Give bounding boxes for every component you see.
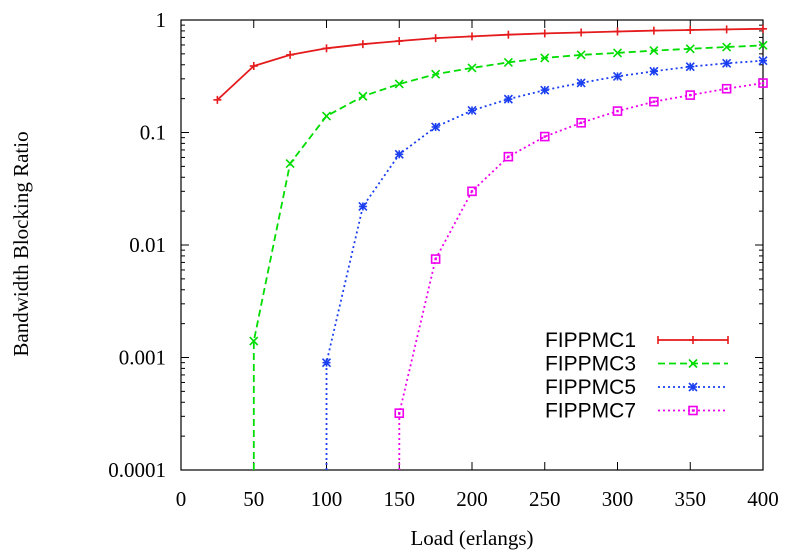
legend-item: FIPPMC5 — [545, 376, 728, 399]
data-point — [249, 336, 259, 346]
data-point — [686, 25, 695, 34]
data-point — [577, 28, 586, 37]
x-tick-label: 50 — [243, 487, 264, 511]
x-tick-label: 250 — [529, 487, 561, 511]
data-point — [612, 48, 623, 58]
data-point — [213, 95, 222, 104]
data-point — [540, 29, 549, 38]
legend-label: FIPPMC1 — [545, 329, 636, 352]
legend-label: FIPPMC3 — [545, 353, 636, 376]
data-point — [503, 151, 514, 162]
legend-item: FIPPMC7 — [545, 400, 728, 423]
data-point — [431, 69, 441, 79]
data-point — [612, 106, 623, 116]
data-point — [286, 50, 295, 59]
x-tick-label: 200 — [456, 487, 488, 511]
series-fippmc3 — [249, 40, 768, 470]
data-point — [758, 40, 768, 50]
data-point — [759, 24, 767, 33]
data-point — [758, 78, 768, 88]
data-point — [358, 40, 367, 49]
legend-item: FIPPMC1 — [545, 329, 729, 352]
series-fippmc1 — [213, 24, 767, 104]
x-axis-label: Load (erlangs) — [410, 526, 533, 550]
data-point — [503, 94, 513, 104]
legend-marker — [688, 382, 698, 392]
data-point — [431, 122, 441, 132]
data-point — [539, 131, 550, 142]
data-point — [358, 201, 368, 212]
x-tick-label: 150 — [384, 487, 416, 511]
data-point — [394, 408, 405, 418]
data-point — [503, 57, 513, 67]
data-point — [722, 25, 731, 34]
data-point — [649, 66, 659, 76]
x-tick-label: 300 — [602, 487, 634, 511]
series-line — [252, 44, 764, 470]
series-fippmc5 — [321, 56, 768, 470]
data-point — [685, 62, 695, 72]
y-tick-label: 0.01 — [129, 233, 166, 257]
data-point — [649, 26, 658, 35]
x-tick-label: 100 — [311, 487, 343, 511]
data-point — [721, 83, 732, 94]
y-axis-label: Bandwidth Blocking Ratio — [9, 131, 33, 356]
legend-label: FIPPMC7 — [545, 400, 636, 423]
data-point — [468, 32, 476, 41]
x-tick-label: 400 — [747, 487, 779, 511]
data-point — [467, 63, 477, 73]
series-line — [398, 82, 764, 470]
data-point — [321, 111, 332, 121]
y-tick-label: 0.1 — [140, 121, 166, 145]
series-layer — [213, 24, 768, 470]
data-point — [649, 96, 659, 107]
data-point — [321, 358, 332, 368]
y-axis-ticks: 0.0001 0.001 0.01 0.1 1 — [108, 8, 763, 482]
data-point — [467, 105, 477, 116]
data-point — [285, 158, 295, 169]
data-point — [504, 30, 513, 39]
legend-label: FIPPMC5 — [545, 376, 636, 399]
data-point — [576, 78, 586, 88]
x-axis-ticks: 0 50 100 150 200 250 300 350 400 — [176, 20, 779, 511]
x-tick-label: 0 — [176, 487, 187, 511]
x-tick-label: 350 — [675, 487, 707, 511]
data-point — [613, 27, 622, 36]
data-point — [612, 71, 623, 82]
y-tick-label: 0.001 — [119, 346, 166, 370]
plot-frame — [180, 19, 764, 471]
data-point — [430, 254, 441, 264]
data-point — [722, 42, 732, 52]
data-point — [394, 79, 404, 89]
data-point — [722, 58, 732, 68]
data-point — [758, 56, 768, 66]
data-point — [249, 62, 258, 71]
data-point — [576, 117, 586, 128]
data-point — [649, 45, 659, 56]
data-point — [540, 85, 550, 95]
series-fippmc7 — [394, 78, 768, 470]
data-point — [685, 90, 696, 100]
legend-marker — [688, 358, 698, 369]
y-tick-label: 0.0001 — [108, 458, 166, 482]
data-point — [576, 50, 586, 60]
data-point — [431, 34, 440, 43]
series-line — [216, 27, 764, 101]
data-point — [540, 53, 550, 63]
legend-item: FIPPMC3 — [545, 353, 728, 376]
data-point — [395, 37, 404, 46]
data-point — [685, 44, 695, 54]
legend-marker — [688, 405, 698, 416]
plot-border — [180, 19, 764, 471]
data-point — [467, 186, 477, 197]
data-point — [394, 149, 404, 159]
data-point — [358, 91, 368, 101]
y-tick-label: 1 — [156, 8, 167, 32]
data-point — [322, 44, 331, 53]
legend-marker — [689, 336, 697, 344]
